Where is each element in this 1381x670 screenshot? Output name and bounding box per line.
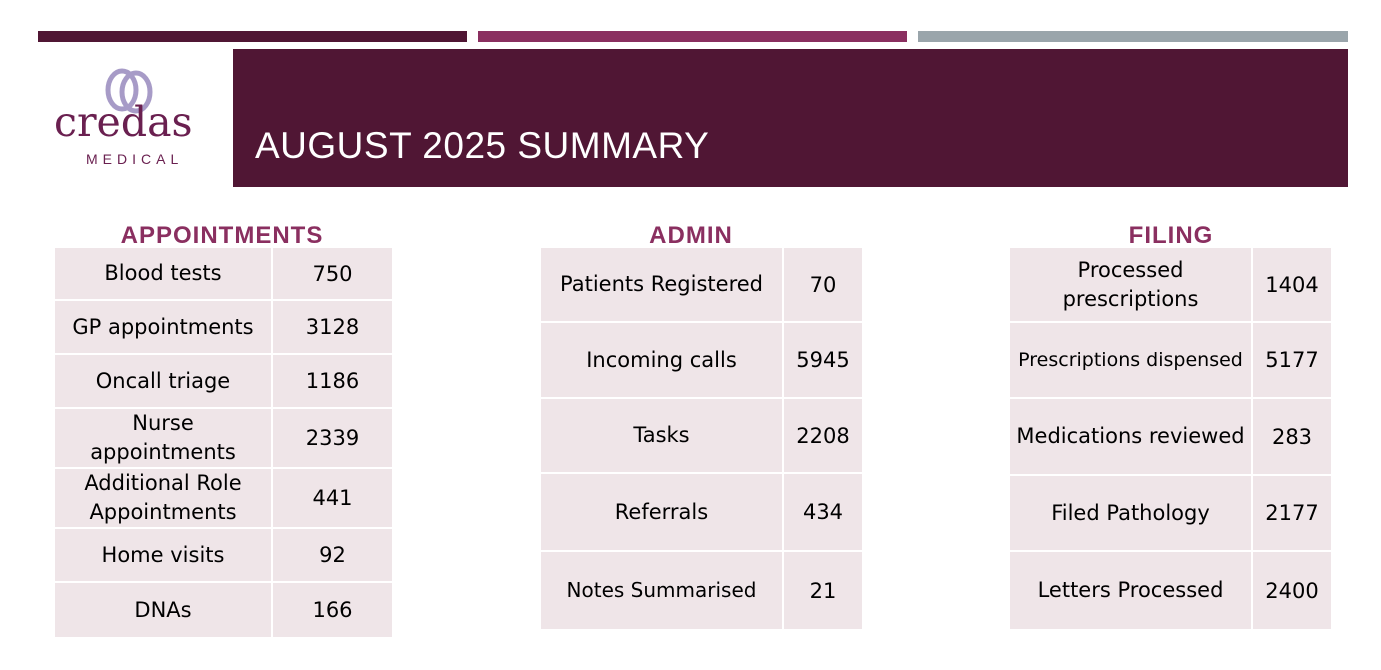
table-row: Referrals 434 xyxy=(539,472,864,552)
row-value: 2339 xyxy=(271,407,394,469)
logo-wordmark: credas xyxy=(54,98,193,146)
table-appointments: Blood tests 750 GP appointments 3128 Oncall … xyxy=(53,246,394,639)
row-label: Incoming calls xyxy=(539,321,784,399)
row-value: 21 xyxy=(782,550,864,631)
table-row: Tasks 2208 xyxy=(539,397,864,474)
table-row: Incoming calls 5945 xyxy=(539,321,864,399)
row-value: 441 xyxy=(271,467,394,529)
table-admin: Patients Registered 70 Incoming calls 5945 T… xyxy=(539,246,864,631)
row-value: 166 xyxy=(271,581,394,639)
row-label: Patients Registered xyxy=(539,246,784,323)
row-label: Medications reviewed xyxy=(1008,397,1253,476)
row-label: Letters Processed xyxy=(1008,550,1253,631)
title-band: AUGUST 2025 SUMMARY xyxy=(233,49,1348,187)
logo-rings-icon xyxy=(105,68,153,114)
row-label: Notes Summarised xyxy=(539,550,784,631)
row-value: 283 xyxy=(1251,397,1333,476)
row-label: GP appointments xyxy=(53,299,273,355)
table-row: Nurse appointments 2339 xyxy=(53,407,394,469)
row-value: 5177 xyxy=(1251,321,1333,399)
credas-medical-logo: credas MEDICAL xyxy=(50,66,215,176)
row-label: Prescriptions dispensed xyxy=(1008,321,1253,399)
table-row: Notes Summarised 21 xyxy=(539,550,864,631)
row-value: 2400 xyxy=(1251,550,1333,631)
row-label: Blood tests xyxy=(53,246,273,301)
section-heading-appointments: APPOINTMENTS xyxy=(120,222,324,249)
top-bar-dark xyxy=(38,31,467,42)
table-filing: Processed prescriptions 1404 Prescriptions… xyxy=(1008,246,1333,631)
table-row: Letters Processed 2400 xyxy=(1008,550,1333,631)
row-value: 434 xyxy=(782,472,864,552)
row-label: Additional Role Appointments xyxy=(53,467,273,529)
table-row: Patients Registered 70 xyxy=(539,246,864,323)
table-row: Medications reviewed 283 xyxy=(1008,397,1333,476)
logo-subtitle: MEDICAL xyxy=(86,151,184,167)
table-row: Oncall triage 1186 xyxy=(53,353,394,409)
row-value: 750 xyxy=(271,246,394,301)
row-value: 3128 xyxy=(271,299,394,355)
top-bar-accent xyxy=(478,31,907,42)
row-value: 92 xyxy=(271,527,394,583)
table-row: Additional Role Appointments 441 xyxy=(53,467,394,529)
row-label: Nurse appointments xyxy=(53,407,273,469)
top-bar-grey xyxy=(918,31,1348,42)
table-row: DNAs 166 xyxy=(53,581,394,639)
row-value: 70 xyxy=(782,246,864,323)
table-row: Home visits 92 xyxy=(53,527,394,583)
table-row: Filed Pathology 2177 xyxy=(1008,474,1333,552)
row-value: 1186 xyxy=(271,353,394,409)
row-value: 2208 xyxy=(782,397,864,474)
row-value: 2177 xyxy=(1251,474,1333,552)
row-label: Processed prescriptions xyxy=(1008,246,1253,323)
row-value: 5945 xyxy=(782,321,864,399)
row-value: 1404 xyxy=(1251,246,1333,323)
section-heading-admin: ADMIN xyxy=(649,222,733,249)
table-row: GP appointments 3128 xyxy=(53,299,394,355)
table-row: Blood tests 750 xyxy=(53,246,394,301)
table-row: Processed prescriptions 1404 xyxy=(1008,246,1333,323)
row-label: Filed Pathology xyxy=(1008,474,1253,552)
section-heading-filing: FILING xyxy=(1128,222,1214,249)
page-title: AUGUST 2025 SUMMARY xyxy=(255,125,710,166)
row-label: Referrals xyxy=(539,472,784,552)
row-label: DNAs xyxy=(53,581,273,639)
row-label: Home visits xyxy=(53,527,273,583)
row-label: Tasks xyxy=(539,397,784,474)
row-label: Oncall triage xyxy=(53,353,273,409)
table-row: Prescriptions dispensed 5177 xyxy=(1008,321,1333,399)
